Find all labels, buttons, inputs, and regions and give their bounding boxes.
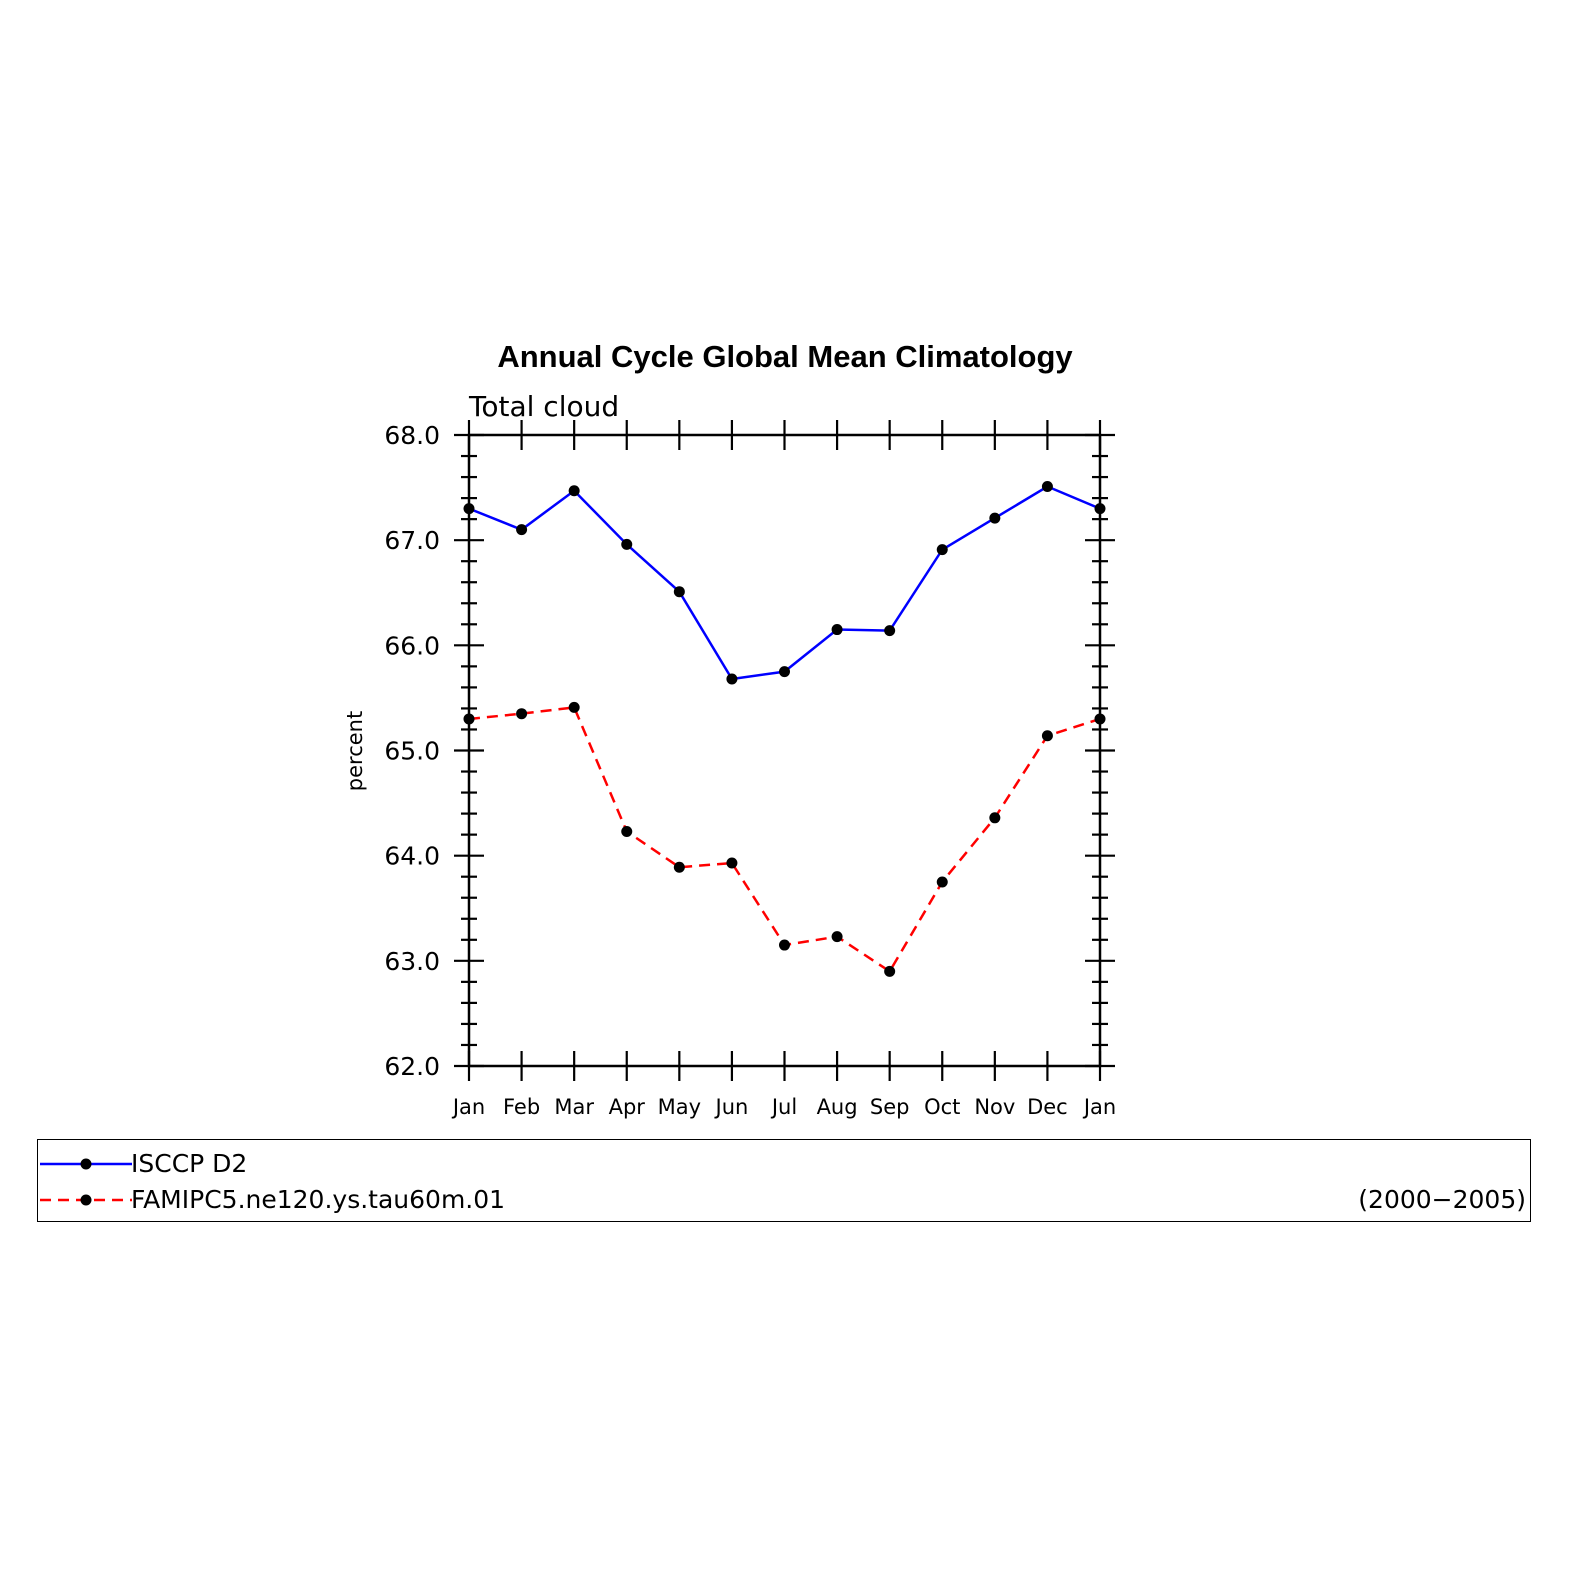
x-tick-label: Feb (503, 1095, 540, 1119)
data-point-series-1 (831, 931, 843, 943)
x-tick-label: Sep (870, 1095, 910, 1119)
x-tick-labels: Jan Feb Mar Apr May Jun Jul Aug Sep Oct Nov Dec Jan (451, 1095, 1116, 1119)
data-point-series-0 (726, 673, 738, 685)
x-tick-label: Apr (609, 1095, 646, 1119)
data-point-series-0 (989, 512, 1001, 524)
y-tick-labels: 62.0 63.0 64.0 65.0 66.0 67.0 68.0 (384, 421, 440, 1081)
y-tick-label: 68.0 (384, 421, 440, 450)
data-point-series-0 (779, 666, 790, 678)
legend-swatch-isccp (40, 1158, 132, 1170)
data-point-series-1 (516, 708, 528, 720)
y-tick-label: 67.0 (384, 526, 440, 555)
series-points (463, 481, 1106, 977)
x-tick-label: Jun (714, 1095, 749, 1119)
data-point-series-0 (884, 625, 896, 637)
data-point-series-1 (1094, 713, 1106, 725)
data-point-series-1 (1041, 730, 1053, 742)
legend-label-isccp: ISCCP D2 (131, 1149, 248, 1178)
chart-title: Annual Cycle Global Mean Climatology (497, 339, 1073, 374)
data-point-series-1 (884, 965, 896, 977)
legend-swatch-famipc5 (40, 1194, 132, 1206)
legend-entry-famipc5: FAMIPC5.ne120.ys.tau60m.01 (2000−2005) (38, 1183, 1530, 1217)
data-point-series-1 (726, 857, 738, 869)
data-point-series-0 (673, 586, 685, 598)
x-tick-label: Jan (1082, 1095, 1116, 1119)
x-tick-label: Nov (974, 1095, 1015, 1119)
series-lines (468, 485, 1101, 974)
x-tick-label: Aug (817, 1095, 858, 1119)
x-tick-label: May (658, 1095, 701, 1119)
chart-subtitle: Total cloud (468, 390, 619, 423)
data-point-series-0 (1041, 481, 1053, 493)
data-point-series-0 (568, 485, 580, 497)
data-point-series-0 (463, 503, 475, 515)
series-line-1 (468, 706, 1101, 974)
data-point-series-0 (621, 538, 633, 550)
data-point-series-0 (936, 544, 948, 556)
legend-period: (2000−2005) (1358, 1185, 1526, 1214)
plot-frame (467, 433, 1102, 1068)
data-point-series-0 (1094, 503, 1106, 515)
y-tick-label: 66.0 (384, 631, 440, 660)
y-tick-label: 62.0 (384, 1052, 440, 1081)
legend: ISCCP D2 FAMIPC5.ne120.ys.tau60m.01 (200… (37, 1139, 1531, 1222)
legend-label-famipc5: FAMIPC5.ne120.ys.tau60m.01 (131, 1185, 506, 1214)
data-point-series-1 (463, 713, 475, 725)
x-tick-label: Jan (451, 1095, 485, 1119)
data-point-series-0 (516, 524, 528, 536)
x-tick-label: Dec (1027, 1095, 1068, 1119)
y-tick-label: 63.0 (384, 947, 440, 976)
legend-entry-isccp: ISCCP D2 (38, 1147, 1530, 1181)
data-point-series-1 (568, 701, 580, 713)
data-point-series-1 (621, 825, 633, 837)
series-line-0 (468, 485, 1101, 681)
axis-ticks (454, 420, 1115, 1081)
y-axis-label: percent (343, 711, 367, 791)
data-point-series-1 (936, 876, 948, 888)
y-tick-label: 65.0 (384, 737, 440, 766)
data-point-series-1 (989, 812, 1001, 824)
x-tick-label: Jul (770, 1095, 797, 1119)
data-point-series-0 (831, 624, 843, 636)
y-tick-label: 64.0 (384, 842, 440, 871)
x-tick-label: Mar (554, 1095, 594, 1119)
data-point-series-1 (673, 861, 685, 873)
x-tick-label: Oct (924, 1095, 960, 1119)
data-point-series-1 (779, 939, 790, 951)
